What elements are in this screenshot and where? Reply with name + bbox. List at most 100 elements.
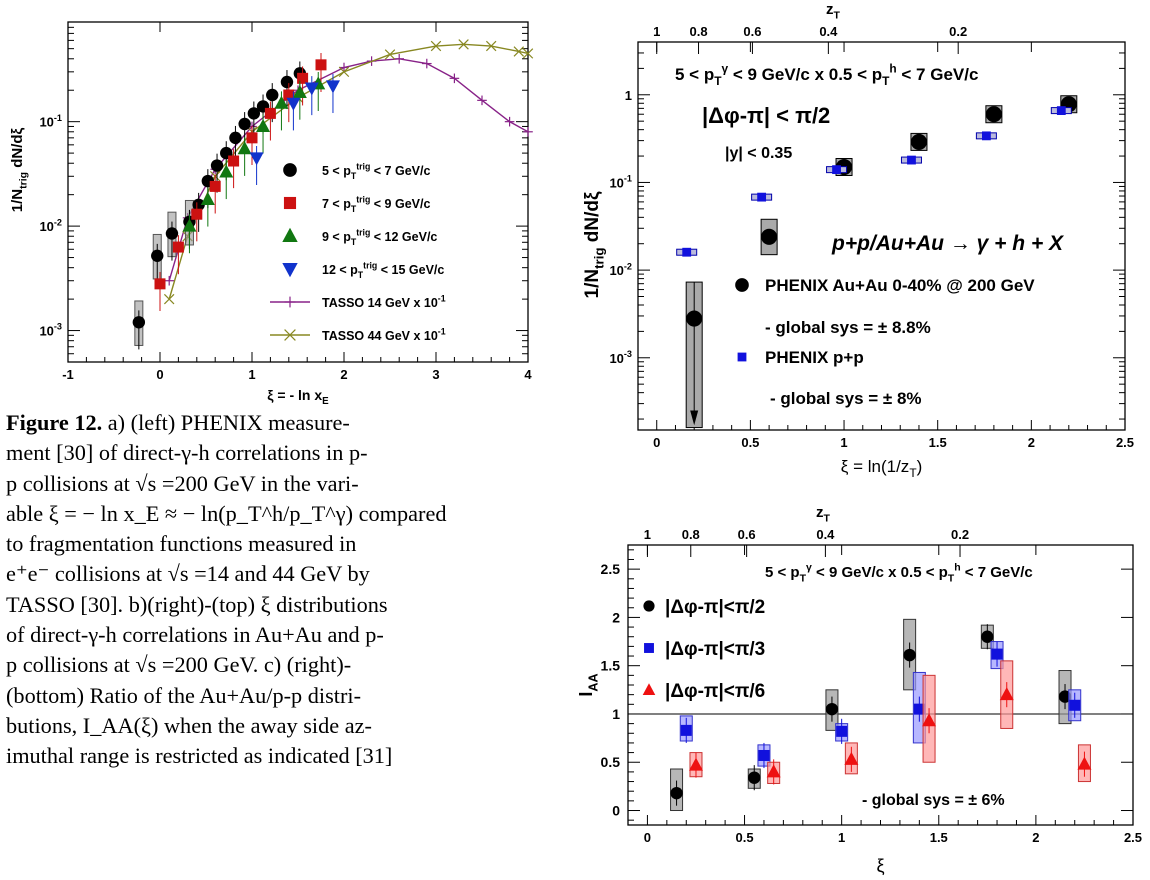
data-point (688, 757, 703, 771)
x-tick-label: 1 (840, 435, 847, 450)
x-axis-label: ξ = ln(1/zT) (841, 457, 923, 480)
top-tick-label: 0.4 (816, 527, 835, 542)
data-point (266, 88, 279, 102)
data-point (907, 155, 916, 165)
tasso-point (458, 39, 469, 50)
y-axis-label: IAA (576, 673, 600, 696)
y-tick-label: 1 (625, 88, 632, 103)
data-point (238, 117, 251, 131)
x-tick-label: 2.5 (1124, 830, 1142, 845)
data-point (210, 159, 224, 172)
y-tick-label: 10-2 (609, 261, 632, 278)
data-point (191, 208, 203, 220)
x-axis-label: ξ = - ln xE (267, 387, 329, 407)
x-tick-label: 2 (1028, 435, 1035, 450)
plot-frame (67, 21, 529, 363)
data-point (670, 786, 683, 800)
data-point (913, 703, 925, 715)
x-tick-label: 2 (340, 367, 347, 382)
x-tick-label: 2.5 (1116, 435, 1134, 450)
reaction-label: p+p/Au+Au → γ + h + X (831, 232, 1065, 255)
y-axis-label: 1/Ntrig dN/dξ (582, 191, 607, 298)
upper-limit-arrow (690, 410, 699, 426)
data-point (304, 82, 319, 96)
data-point (981, 630, 994, 643)
data-point (836, 725, 848, 737)
data-point (985, 106, 1002, 123)
tasso-point (513, 46, 525, 57)
y-tick-label: 10-3 (609, 349, 632, 366)
x-tick-label: 1 (248, 367, 255, 382)
data-point (132, 316, 146, 329)
data-point (219, 164, 234, 178)
chart-c-iaa-ratio: 0 0.5 1 1.5 2 2.5 0 0.5 1 1.5 2 2.5 1 0.8 0.6 0.4 0.2 zT ξ… (576, 504, 1142, 876)
top-tick-label: 0.2 (949, 24, 967, 39)
caption-line-4: able ξ = − ln x_E ≈ − ln(p_T^h/p_T^γ) co… (6, 500, 447, 526)
legend-label: |Δφ-π|<π/3 (665, 639, 765, 660)
top-tick-label: 0.8 (682, 527, 700, 542)
legend-label: TASSO 14 GeV x 10-1 (322, 293, 446, 310)
y-tick-label: 10-3 (39, 322, 62, 339)
auau-sys-label: - global sys = ± 8.8% (765, 318, 931, 337)
legend-label: 5 < pTtrig < 7 GeV/c (322, 161, 430, 180)
top-tick-label: 1 (653, 24, 660, 39)
x-tick-label: 0 (156, 367, 163, 382)
data-point (922, 713, 937, 727)
figure-caption: Figure 12. a) (left) PHENIX measure- men… (6, 408, 562, 772)
caption-line-12: imuthal range is restricted as indicated… (6, 743, 393, 769)
data-point (758, 749, 770, 761)
data-point (1056, 106, 1066, 115)
x-tick-label: 0 (644, 830, 651, 845)
legend-marker (283, 163, 297, 177)
legend-marker (284, 329, 296, 341)
legend-marker (644, 643, 654, 653)
y-tick-label: 10-2 (39, 217, 62, 234)
legend-label: 9 < pTtrig < 12 GeV/c (322, 227, 437, 246)
data-point (237, 141, 252, 155)
data-point (246, 132, 258, 144)
x-tick-label: 0 (653, 435, 660, 450)
legend-label: |Δφ-π|<π/2 (665, 597, 765, 618)
data-point (903, 648, 916, 662)
data-point (229, 131, 242, 145)
y-tick-label: 10-1 (609, 174, 632, 191)
caption-line-5: to fragmentation functions measured in (6, 531, 357, 557)
data-point (154, 278, 166, 290)
data-point (825, 702, 839, 716)
data-point (172, 241, 184, 253)
y-tick-label: 2.5 (601, 561, 621, 577)
data-point (844, 751, 859, 765)
data-point (748, 771, 761, 784)
y-tick-label: 0.5 (601, 754, 621, 770)
data-point (192, 198, 205, 211)
x-tick-label: 3 (432, 367, 439, 382)
data-point (761, 228, 778, 245)
y-tick-label: 2 (612, 609, 620, 625)
x-tick-label: 2 (1032, 830, 1039, 845)
tasso-point (430, 40, 442, 52)
y-axis-label: 1/Ntrig dN/dξ (9, 127, 30, 212)
data-point (247, 107, 261, 120)
data-point (981, 131, 991, 141)
data-point (1069, 699, 1081, 711)
legend-marker (643, 600, 655, 612)
caption-label: Figure 12. (6, 410, 103, 435)
chart-b-xi-distribution: 0 0.5 1 1.5 2 2.5 10-3 10-2 10-1 1 1 0.8 0.6 0.4 0.2 zT… (582, 1, 1134, 480)
data-point (1058, 690, 1072, 703)
rapidity-label: |y| < 0.35 (725, 145, 792, 162)
tasso-point (338, 66, 350, 78)
caption-line-8: of direct-γ-h correlations in Au+Au and … (6, 622, 384, 648)
legend-marker (282, 262, 298, 278)
legend-label: PHENIX Au+Au 0-40% @ 200 GeV (765, 276, 1035, 295)
data-point (283, 89, 295, 101)
legend-marker (282, 227, 298, 243)
legend-marker (283, 196, 297, 210)
tasso-point (522, 48, 534, 59)
data-point (991, 648, 1003, 660)
data-point (910, 133, 928, 150)
tasso-point (163, 293, 175, 305)
data-point (280, 75, 294, 89)
top-tick-label: 0.4 (819, 24, 838, 39)
data-point (1077, 756, 1092, 770)
data-point (200, 191, 215, 205)
